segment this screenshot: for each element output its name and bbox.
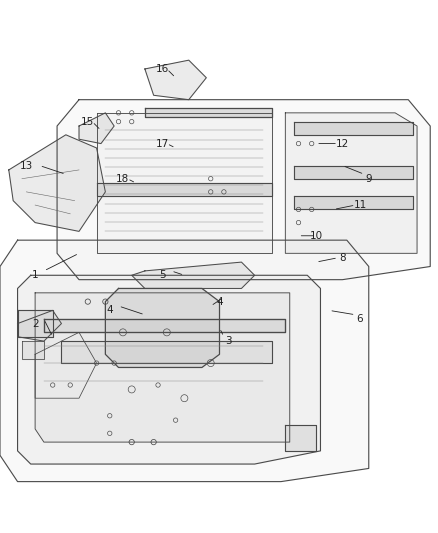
Polygon shape <box>61 341 272 363</box>
Polygon shape <box>285 113 416 253</box>
Text: 12: 12 <box>335 139 348 149</box>
Polygon shape <box>79 113 114 143</box>
Polygon shape <box>293 122 412 135</box>
Polygon shape <box>131 262 254 288</box>
Text: 4: 4 <box>215 297 223 306</box>
Text: 18: 18 <box>116 174 129 184</box>
Polygon shape <box>44 319 285 333</box>
Text: 9: 9 <box>364 174 371 184</box>
Polygon shape <box>18 310 53 337</box>
Text: 13: 13 <box>20 160 33 171</box>
Text: 1: 1 <box>32 270 39 280</box>
Polygon shape <box>9 135 105 231</box>
Text: 4: 4 <box>106 305 113 316</box>
Polygon shape <box>145 108 272 117</box>
Polygon shape <box>57 100 429 280</box>
Polygon shape <box>35 293 289 442</box>
Polygon shape <box>96 183 272 196</box>
Text: 15: 15 <box>81 117 94 127</box>
Polygon shape <box>0 240 368 482</box>
Polygon shape <box>293 196 412 209</box>
Text: 3: 3 <box>224 336 231 346</box>
Text: 5: 5 <box>159 270 166 280</box>
Text: 17: 17 <box>155 139 169 149</box>
Text: 16: 16 <box>155 64 169 74</box>
Polygon shape <box>96 113 272 253</box>
Polygon shape <box>18 275 320 464</box>
Text: 10: 10 <box>309 231 322 241</box>
Polygon shape <box>285 425 315 451</box>
Polygon shape <box>145 60 206 100</box>
Polygon shape <box>22 341 44 359</box>
Text: 8: 8 <box>338 253 345 263</box>
Text: 11: 11 <box>353 200 366 210</box>
Polygon shape <box>293 166 412 179</box>
Text: 6: 6 <box>356 314 363 324</box>
Polygon shape <box>105 288 219 367</box>
Text: 2: 2 <box>32 319 39 328</box>
Polygon shape <box>18 310 61 341</box>
